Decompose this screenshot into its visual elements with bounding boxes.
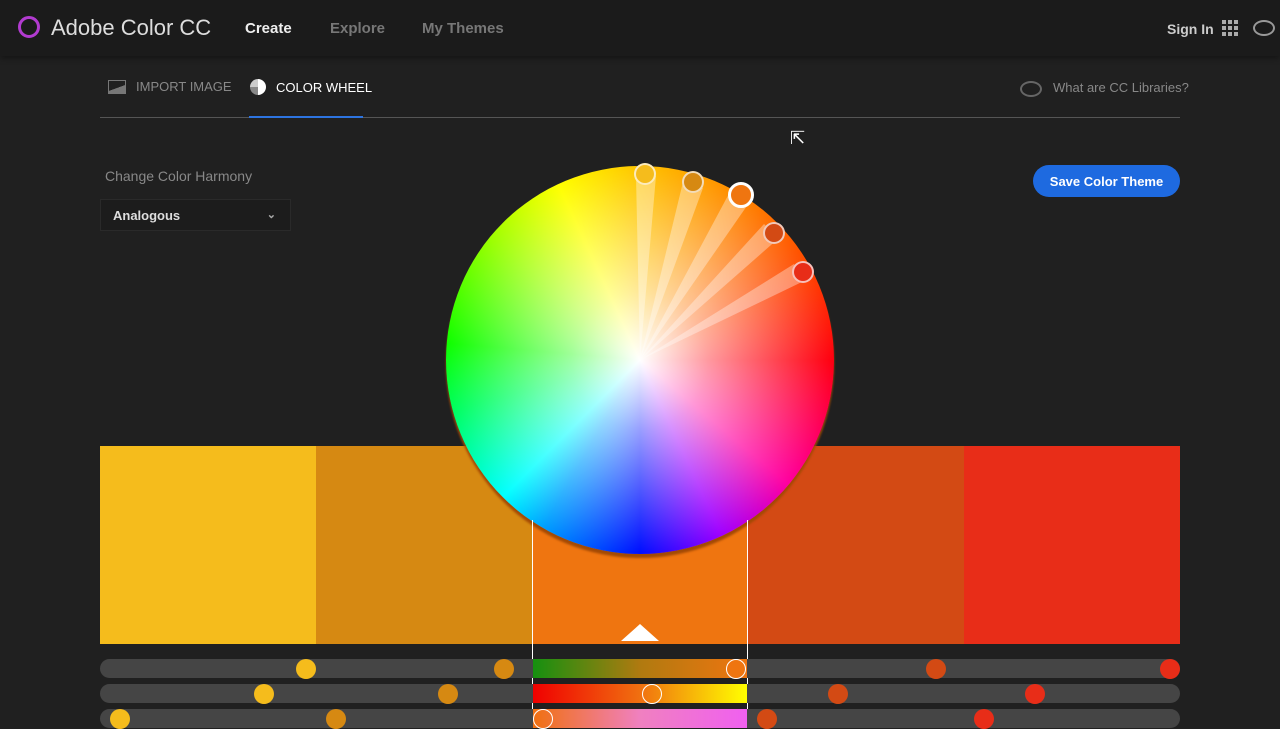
- wheel-marker-4[interactable]: [763, 222, 785, 244]
- nav-create[interactable]: Create: [245, 20, 292, 37]
- slider-knob-selected[interactable]: [642, 684, 662, 704]
- apps-grid-icon[interactable]: [1222, 20, 1238, 36]
- cc-libraries-icon: [1020, 81, 1042, 97]
- slider-knob[interactable]: [438, 684, 458, 704]
- slider-knob-selected[interactable]: [726, 659, 746, 679]
- swatch-1[interactable]: [100, 446, 316, 644]
- tab-color-wheel[interactable]: COLOR WHEEL: [250, 79, 372, 95]
- adobe-color-logo-icon[interactable]: [18, 16, 40, 38]
- slider-knob[interactable]: [494, 659, 514, 679]
- slider-knob[interactable]: [828, 684, 848, 704]
- image-icon: [108, 79, 126, 94]
- slider-knob[interactable]: [974, 709, 994, 729]
- tab-label: COLOR WHEEL: [276, 79, 373, 95]
- tab-divider: [100, 117, 1180, 118]
- harmony-rays: [636, 176, 806, 360]
- slider-knob[interactable]: [326, 709, 346, 729]
- tab-import-image[interactable]: IMPORT IMAGE: [108, 79, 232, 94]
- slider-knob[interactable]: [254, 684, 274, 704]
- slider-knob[interactable]: [110, 709, 130, 729]
- wheel-marker-2[interactable]: [682, 171, 704, 193]
- slider-knob[interactable]: [1025, 684, 1045, 704]
- top-bar: Adobe Color CC Create Explore My Themes …: [0, 0, 1280, 56]
- mouse-cursor-icon: ⇱: [790, 128, 806, 148]
- color-wheel-icon: [250, 79, 266, 95]
- cc-libraries-link[interactable]: What are CC Libraries?: [1053, 80, 1189, 95]
- slider-knob[interactable]: [757, 709, 777, 729]
- slider-knob[interactable]: [296, 659, 316, 679]
- harmony-label: Change Color Harmony: [105, 168, 253, 184]
- wheel-marker-1[interactable]: [634, 163, 656, 185]
- harmony-value: Analogous: [113, 208, 181, 223]
- selected-swatch-indicator-icon: [621, 624, 659, 641]
- saturation-slider[interactable]: [533, 659, 747, 678]
- save-color-theme-button[interactable]: Save Color Theme: [1033, 165, 1180, 197]
- creative-cloud-icon[interactable]: [1253, 20, 1275, 36]
- slider-knob-selected[interactable]: [533, 709, 553, 729]
- tab-label: IMPORT IMAGE: [136, 79, 232, 94]
- wheel-marker-3-selected[interactable]: [728, 182, 754, 208]
- harmony-select[interactable]: Analogous ⌄: [100, 199, 291, 231]
- selected-column-outline: [532, 520, 748, 720]
- active-tab-indicator: [249, 116, 363, 118]
- wheel-marker-5[interactable]: [792, 261, 814, 283]
- slider-knob[interactable]: [926, 659, 946, 679]
- nav-explore[interactable]: Explore: [330, 20, 386, 37]
- swatch-5[interactable]: [964, 446, 1180, 644]
- hue-slider[interactable]: [533, 684, 747, 703]
- slider-knob[interactable]: [1160, 659, 1180, 679]
- sign-in-link[interactable]: Sign In: [1167, 21, 1214, 37]
- brand-name[interactable]: Adobe Color CC: [51, 15, 212, 40]
- nav-my-themes[interactable]: My Themes: [422, 20, 504, 37]
- chevron-down-icon: ⌄: [266, 209, 276, 221]
- brightness-slider[interactable]: [533, 709, 747, 728]
